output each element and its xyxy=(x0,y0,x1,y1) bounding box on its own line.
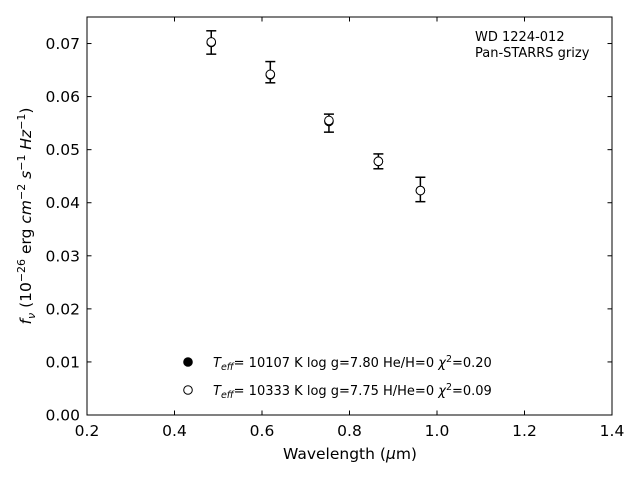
y-tick-label: 0.06 xyxy=(45,88,80,106)
legend-entry: Teff= 10333 K log g=7.75 H/He=0 χ2=0.09 xyxy=(213,382,492,401)
plot-frame xyxy=(86,16,613,416)
x-axis-title: Wavelength (μm) xyxy=(283,445,417,463)
x-tick-label: 0.8 xyxy=(337,422,362,440)
legend-entry: Teff= 10107 K log g=7.80 He/H=0 χ2=0.20 xyxy=(213,354,492,373)
x-tick-label: 0.2 xyxy=(75,422,100,440)
y-tick-label: 0.00 xyxy=(45,407,80,425)
x-tick-label: 0.6 xyxy=(250,422,275,440)
annotation-object: WD 1224-012 xyxy=(475,30,565,45)
legend-marker-filled xyxy=(183,357,193,367)
y-tick-label: 0.07 xyxy=(45,35,80,53)
y-tick-label: 0.03 xyxy=(45,247,80,265)
model-point-open xyxy=(415,185,426,196)
legend-marker-open xyxy=(183,385,193,395)
x-tick-label: 1.2 xyxy=(512,422,537,440)
y-tick-label: 0.01 xyxy=(45,353,80,371)
model-point-open xyxy=(206,37,217,47)
model-point-open xyxy=(265,69,276,80)
model-point-open xyxy=(373,156,384,167)
x-tick-label: 1.4 xyxy=(600,422,625,440)
x-tick-label: 1.0 xyxy=(425,422,450,440)
model-point-open xyxy=(324,115,334,126)
y-axis-title: fν (10−26 erg cm−2 s−1 Hz−1) xyxy=(15,108,38,325)
x-tick-label: 0.4 xyxy=(162,422,187,440)
annotation-survey: Pan-STARRS grizy xyxy=(475,46,590,61)
y-tick-label: 0.05 xyxy=(45,141,80,159)
y-tick-label: 0.04 xyxy=(45,194,80,212)
y-tick-label: 0.02 xyxy=(45,300,80,318)
